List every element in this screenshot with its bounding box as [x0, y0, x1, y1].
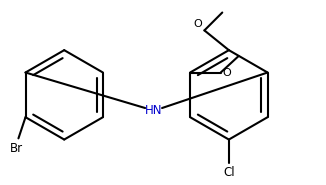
Text: Cl: Cl — [223, 166, 235, 179]
Text: O: O — [193, 19, 202, 29]
Text: Br: Br — [9, 142, 22, 155]
Text: O: O — [223, 68, 231, 78]
Text: HN: HN — [145, 104, 162, 117]
